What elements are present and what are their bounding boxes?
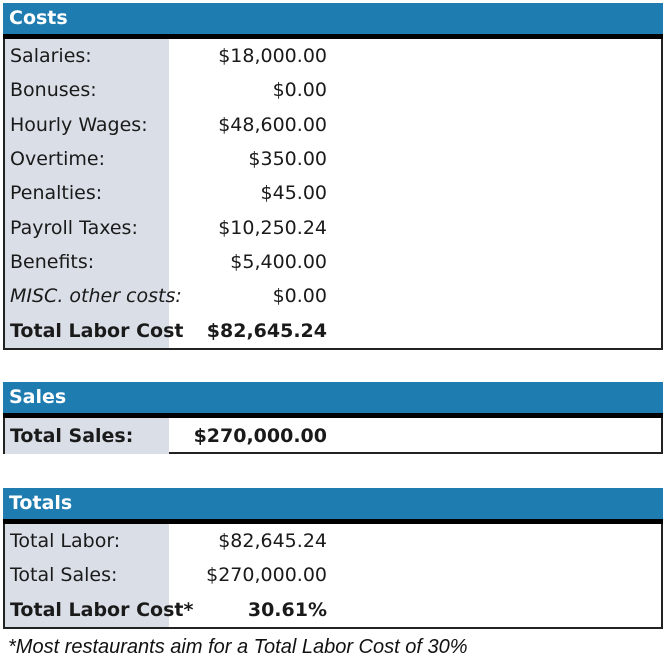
cost-row-misc: MISC. other costs: $0.00: [5, 279, 661, 314]
row-label: Bonuses:: [5, 73, 169, 108]
cost-row-benefits: Benefits: $5,400.00: [5, 244, 661, 280]
row-value: $82,645.24: [206, 319, 327, 342]
totals-row-sales: Total Sales: $270,000.00: [5, 558, 661, 593]
costs-table: Salaries: $18,000.00 Bonuses: $0.00 Hour…: [3, 39, 663, 350]
totals-row-labor: Total Labor: $82,645.24: [5, 524, 661, 559]
row-value: $350.00: [248, 148, 327, 171]
row-label: Benefits:: [5, 244, 169, 280]
row-label: Total Sales:: [5, 558, 169, 593]
cost-row-salaries: Salaries: $18,000.00: [5, 39, 661, 74]
row-label: Payroll Taxes:: [5, 210, 169, 245]
row-label: Salaries:: [5, 39, 169, 74]
row-value: $10,250.24: [218, 216, 327, 239]
sales-bottom-border: [169, 452, 663, 454]
row-value: $0.00: [272, 285, 327, 308]
cost-row-bonuses: Bonuses: $0.00: [5, 73, 661, 108]
row-label: MISC. other costs:: [5, 279, 182, 314]
row-value: $45.00: [260, 182, 327, 205]
sales-header: Sales: [3, 382, 663, 418]
sales-row-total: Total Sales: $270,000.00: [5, 418, 661, 454]
row-value: $270,000.00: [193, 425, 327, 447]
cost-row-overtime: Overtime: $350.00: [5, 141, 661, 177]
row-value: 30.61%: [247, 598, 327, 621]
totals-table: Total Labor: $82,645.24 Total Sales: $27…: [3, 524, 663, 629]
row-label: Total Labor:: [5, 524, 169, 559]
row-label: Total Labor Cost*: [5, 592, 193, 627]
cost-row-total: Total Labor Cost $82,645.24: [5, 313, 661, 348]
row-value: $48,600.00: [218, 113, 327, 136]
row-value: $0.00: [272, 79, 327, 102]
row-label: Penalties:: [5, 176, 169, 211]
sales-section: Sales Total Sales: $270,000.00: [3, 382, 663, 454]
totals-row-labor-cost: Total Labor Cost* 30.61%: [5, 592, 661, 627]
cost-row-hourly-wages: Hourly Wages: $48,600.00: [5, 107, 661, 142]
row-label: Overtime:: [5, 141, 169, 177]
row-value: $18,000.00: [218, 45, 327, 68]
footnote: *Most restaurants aim for a Total Labor …: [8, 636, 468, 658]
totals-header: Totals: [3, 488, 663, 524]
cost-row-penalties: Penalties: $45.00: [5, 176, 661, 211]
row-value: $270,000.00: [206, 564, 327, 587]
row-value: $5,400.00: [230, 250, 327, 273]
costs-section: Costs Salaries: $18,000.00 Bonuses: $0.0…: [3, 3, 663, 350]
row-label: Total Labor Cost: [5, 313, 183, 348]
costs-header: Costs: [3, 3, 663, 39]
totals-section: Totals Total Labor: $82,645.24 Total Sal…: [3, 488, 663, 629]
sales-table: Total Sales: $270,000.00: [3, 418, 663, 454]
cost-row-payroll-taxes: Payroll Taxes: $10,250.24: [5, 210, 661, 245]
row-label: Hourly Wages:: [5, 107, 169, 142]
row-value: $82,645.24: [218, 530, 327, 553]
row-label: Total Sales:: [5, 418, 169, 454]
